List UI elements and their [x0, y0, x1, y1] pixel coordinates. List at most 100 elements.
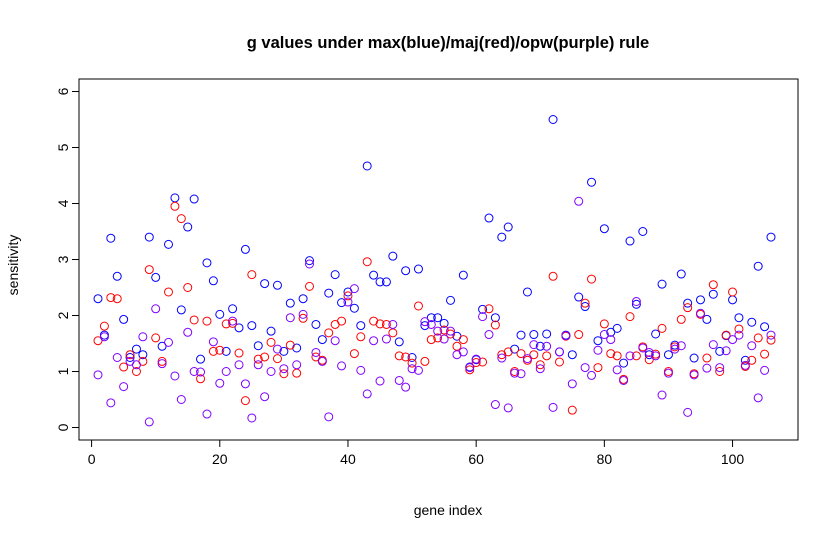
x-tick-label: 40 — [340, 451, 356, 467]
data-point-series-1 — [638, 227, 648, 236]
data-point-series-1 — [426, 313, 436, 323]
data-point-series-3 — [413, 365, 423, 375]
data-point-series-1 — [644, 350, 654, 360]
data-point-series-1 — [337, 298, 347, 308]
y-tick-label: 3 — [55, 255, 71, 263]
data-point-series-1 — [375, 277, 385, 287]
data-point-series-3 — [612, 365, 622, 375]
data-point-series-2 — [260, 352, 270, 362]
data-point-series-2 — [394, 351, 404, 361]
data-point-series-1 — [93, 294, 103, 304]
data-point-series-1 — [388, 251, 398, 261]
data-point-series-1 — [279, 346, 289, 356]
data-point-series-2 — [221, 319, 231, 329]
data-point-series-2 — [324, 328, 334, 338]
data-point-series-1 — [753, 261, 763, 271]
data-point-series-3 — [317, 356, 327, 366]
data-point-series-3 — [420, 317, 430, 327]
data-point-series-3 — [638, 343, 648, 353]
data-point-series-3 — [439, 334, 449, 344]
data-point-series-2 — [426, 335, 436, 345]
data-point-series-2 — [702, 353, 712, 363]
data-point-series-2 — [503, 347, 513, 357]
data-point-series-2 — [567, 405, 577, 415]
data-point-series-3 — [176, 395, 186, 404]
data-point-series-1 — [497, 232, 507, 242]
data-point-series-1 — [292, 343, 302, 353]
data-point-series-2 — [452, 341, 462, 351]
data-point-series-2 — [343, 291, 353, 301]
data-point-series-1 — [106, 233, 116, 243]
data-point-series-2 — [478, 357, 488, 367]
chart-title: g values under max(blue)/maj(red)/opw(pu… — [247, 34, 649, 52]
data-point-series-3 — [285, 313, 295, 323]
data-point-series-3 — [490, 400, 500, 410]
data-point-series-2 — [420, 356, 430, 366]
data-point-series-1 — [285, 298, 295, 308]
data-point-series-3 — [298, 309, 308, 319]
y-tick-label: 5 — [55, 143, 71, 151]
data-point-series-1 — [542, 329, 552, 339]
data-point-series-2 — [446, 329, 456, 339]
data-point-series-3 — [663, 368, 673, 378]
data-point-series-1 — [503, 222, 513, 232]
data-point-series-3 — [766, 330, 776, 340]
data-point-series-1 — [324, 288, 334, 298]
data-point-series-1 — [433, 313, 443, 323]
data-point-series-3 — [356, 365, 366, 375]
data-point-series-1 — [516, 330, 526, 340]
x-tick-label: 0 — [88, 451, 96, 467]
data-point-series-1 — [606, 327, 616, 337]
data-point-series-2 — [490, 320, 500, 330]
data-point-series-1 — [612, 323, 622, 333]
data-point-series-2 — [356, 332, 366, 342]
data-point-series-3 — [112, 353, 122, 362]
data-point-series-1 — [215, 309, 225, 319]
data-point-series-2 — [401, 352, 411, 362]
data-point-series-3 — [170, 371, 180, 381]
data-point-series-1 — [695, 295, 705, 305]
data-point-series-1 — [587, 177, 597, 187]
data-point-series-3 — [266, 367, 276, 376]
data-point-series-3 — [657, 390, 667, 400]
data-point-series-2 — [189, 315, 199, 325]
data-point-series-1 — [715, 346, 725, 356]
data-point-series-3 — [279, 364, 289, 374]
x-tick-label: 80 — [597, 451, 613, 467]
data-point-series-2 — [93, 336, 103, 346]
data-point-series-2 — [285, 340, 295, 350]
data-point-series-2 — [247, 270, 257, 280]
data-point-series-1 — [651, 329, 661, 339]
data-point-series-3 — [734, 330, 744, 340]
data-point-series-3 — [106, 398, 116, 408]
data-point-series-2 — [676, 314, 686, 324]
data-point-series-3 — [510, 368, 520, 378]
data-point-series-2 — [471, 358, 481, 368]
data-point-series-2 — [728, 287, 738, 297]
data-point-series-3 — [330, 336, 340, 346]
data-point-series-3 — [676, 341, 686, 351]
data-point-series-2 — [747, 355, 757, 365]
data-point-series-2 — [433, 333, 443, 343]
data-point-series-1 — [599, 224, 609, 234]
data-points — [93, 115, 776, 427]
data-point-series-2 — [202, 316, 212, 326]
data-point-series-3 — [426, 319, 436, 329]
data-point-series-1 — [567, 350, 577, 360]
data-point-series-1 — [228, 304, 238, 314]
data-point-series-2 — [606, 349, 616, 359]
data-point-series-2 — [587, 274, 597, 284]
data-point-series-1 — [266, 326, 276, 336]
data-point-series-2 — [439, 325, 449, 335]
data-point-series-1 — [619, 358, 629, 368]
data-point-series-1 — [580, 302, 590, 312]
data-point-series-3 — [369, 336, 379, 346]
data-point-series-2 — [516, 349, 526, 359]
data-point-series-3 — [631, 297, 641, 306]
data-point-series-2 — [164, 287, 174, 297]
data-point-series-2 — [715, 367, 725, 376]
data-point-series-3 — [144, 417, 154, 427]
data-point-series-1 — [112, 271, 122, 281]
data-point-series-3 — [708, 340, 718, 350]
